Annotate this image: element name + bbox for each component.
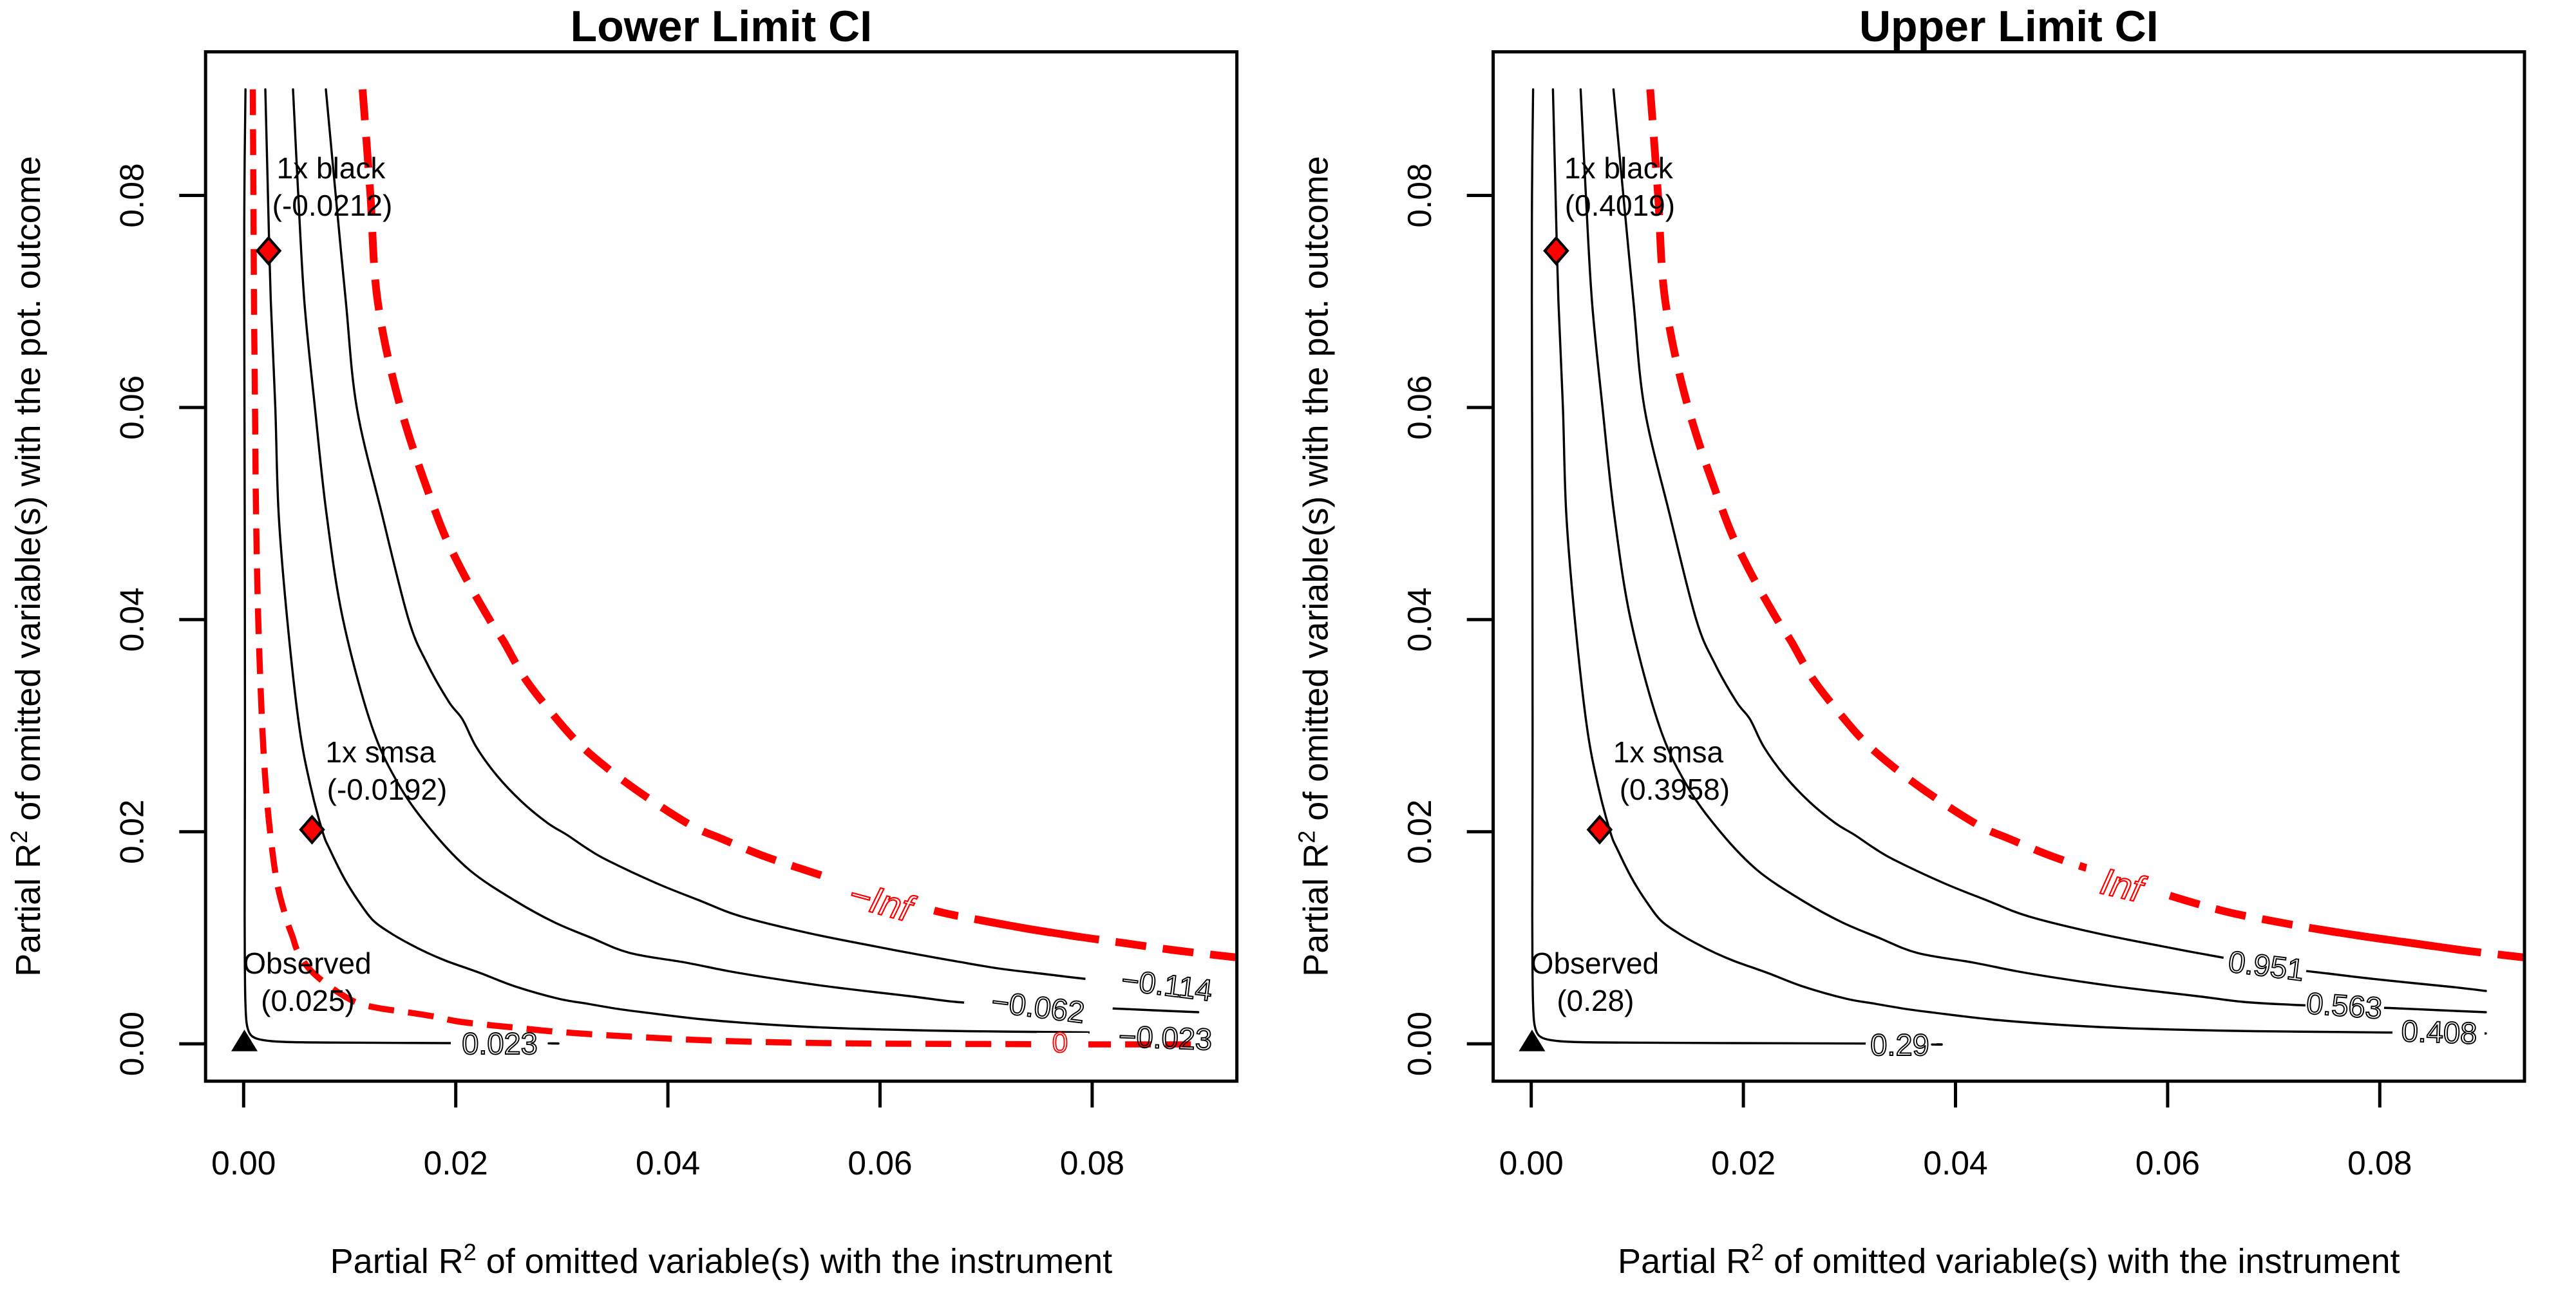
svg-text:(0.4019): (0.4019)	[1565, 189, 1675, 222]
svg-text:0.04: 0.04	[113, 587, 151, 652]
svg-text:0.02: 0.02	[113, 800, 151, 864]
svg-text:0.00: 0.00	[1401, 1012, 1438, 1076]
svg-text:0.02: 0.02	[424, 1144, 488, 1182]
svg-text:0.06: 0.06	[2136, 1144, 2200, 1182]
svg-text:0.08: 0.08	[1060, 1144, 1124, 1182]
svg-text:1x black: 1x black	[277, 151, 386, 185]
svg-text:0.02: 0.02	[1401, 800, 1438, 864]
svg-text:Observed: Observed	[1531, 947, 1659, 980]
svg-text:(0.025): (0.025)	[261, 984, 355, 1017]
svg-text:Partial R2 of omitted variable: Partial R2 of omitted variable(s) with t…	[1293, 156, 1336, 977]
svg-text:Partial R2 of omitted variable: Partial R2 of omitted variable(s) with t…	[330, 1239, 1113, 1281]
svg-text:(-0.0212): (-0.0212)	[272, 189, 393, 222]
svg-text:0.08: 0.08	[1401, 163, 1438, 227]
svg-text:0.408: 0.408	[2401, 1013, 2477, 1050]
svg-text:Lower Limit CI: Lower Limit CI	[571, 2, 872, 51]
svg-text:0.06: 0.06	[113, 375, 151, 440]
svg-text:0.08: 0.08	[2347, 1144, 2412, 1182]
svg-text:Partial R2 of omitted variable: Partial R2 of omitted variable(s) with t…	[6, 156, 48, 977]
svg-text:Observed: Observed	[243, 947, 371, 980]
svg-text:1x smsa: 1x smsa	[1613, 735, 1724, 769]
svg-text:0.04: 0.04	[1401, 587, 1438, 652]
svg-text:0.00: 0.00	[211, 1144, 276, 1182]
svg-text:0.02: 0.02	[1711, 1144, 1776, 1182]
svg-text:(0.28): (0.28)	[1557, 984, 1634, 1017]
svg-text:0.00: 0.00	[113, 1012, 151, 1076]
svg-text:0.06: 0.06	[1401, 375, 1438, 440]
svg-text:0.563: 0.563	[2306, 986, 2383, 1025]
svg-text:1x black: 1x black	[1564, 151, 1674, 185]
svg-text:0.04: 0.04	[636, 1144, 700, 1182]
svg-text:Partial R2 of omitted variable: Partial R2 of omitted variable(s) with t…	[1618, 1239, 2400, 1281]
svg-text:(0.3958): (0.3958)	[1620, 773, 1730, 806]
svg-text:0: 0	[1052, 1027, 1068, 1059]
svg-text:Upper Limit CI: Upper Limit CI	[1859, 2, 2159, 51]
svg-text:0.023: 0.023	[462, 1026, 538, 1060]
svg-text:(-0.0192): (-0.0192)	[327, 773, 448, 806]
svg-text:−0.023: −0.023	[1118, 1019, 1213, 1056]
svg-text:0.04: 0.04	[1923, 1144, 1987, 1182]
svg-text:0.00: 0.00	[1499, 1144, 1564, 1182]
svg-text:0.29: 0.29	[1870, 1028, 1929, 1062]
svg-text:1x smsa: 1x smsa	[325, 735, 436, 769]
svg-text:0.06: 0.06	[848, 1144, 912, 1182]
svg-text:0.08: 0.08	[113, 163, 151, 227]
